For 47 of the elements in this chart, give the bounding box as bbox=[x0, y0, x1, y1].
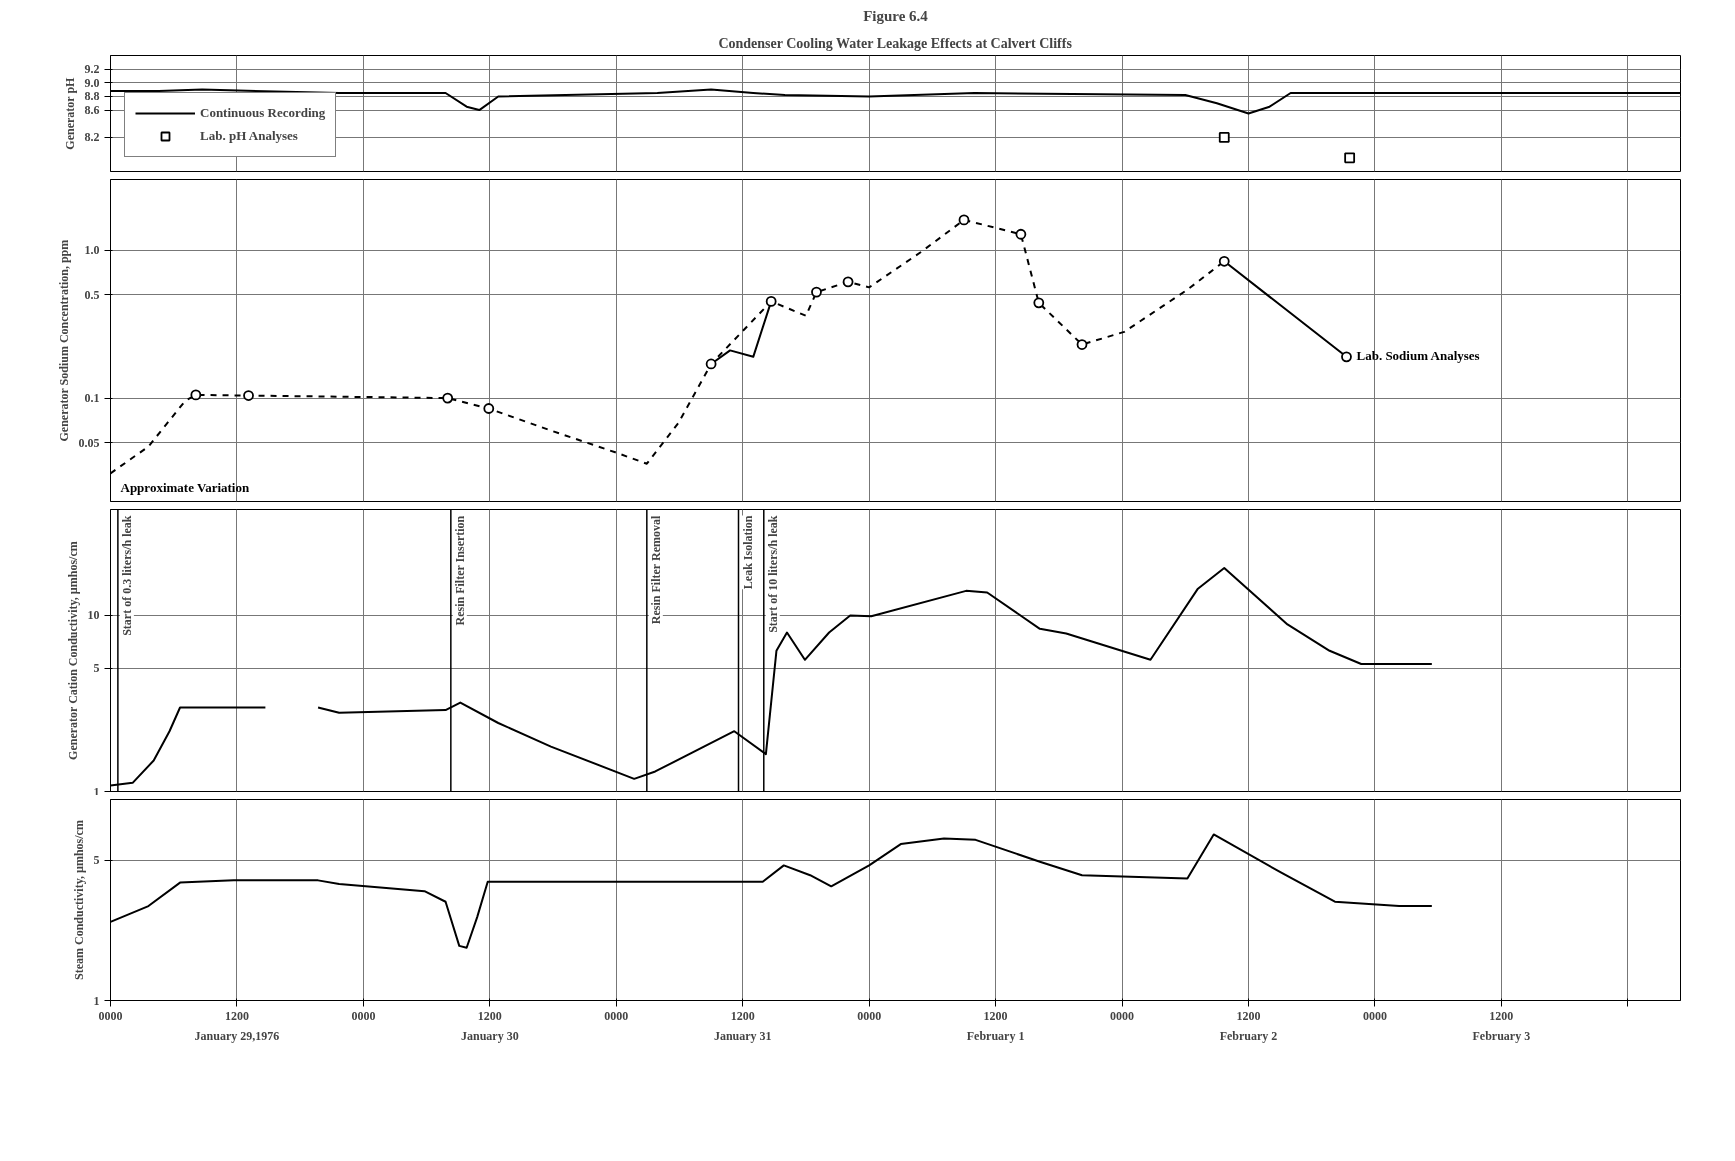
x-tick-label: 0000 bbox=[351, 1008, 376, 1023]
x-tick-label: 1200 bbox=[1236, 1008, 1261, 1023]
series-label: Lab. Sodium Analyses bbox=[1356, 347, 1480, 363]
ref-line-label: Resin Filter Removal bbox=[648, 515, 663, 625]
y-tick-label: 1 bbox=[93, 784, 100, 799]
y-axis-title: Generator Sodium Concentration, ppm bbox=[56, 239, 71, 442]
x-tick-label: 0000 bbox=[857, 1008, 882, 1023]
legend-label: Lab. pH Analyses bbox=[200, 128, 298, 144]
ref-line-label: Start of 10 liters/h leak bbox=[765, 515, 780, 633]
y-tick-label: 1.0 bbox=[84, 243, 100, 258]
x-tick-label: 0000 bbox=[1110, 1008, 1135, 1023]
y-axis-title: Steam Conductivity, µmhos/cm bbox=[71, 820, 86, 980]
x2-tick-label: February 2 bbox=[1219, 1028, 1278, 1043]
x-tick-label: 0000 bbox=[604, 1008, 629, 1023]
x-tick-label: 0000 bbox=[98, 1008, 123, 1023]
y-tick-label: 5 bbox=[93, 661, 100, 676]
x-tick-label: 1200 bbox=[1489, 1008, 1514, 1023]
y-tick-label: 0.5 bbox=[84, 287, 100, 302]
y-tick-label: 5 bbox=[93, 853, 100, 868]
y-tick-label: 8.2 bbox=[84, 130, 100, 145]
y-tick-label: 9.2 bbox=[84, 62, 100, 77]
y-axis-title: Generator Cation Conductivity, µmhos/cm bbox=[65, 541, 80, 760]
chart-title: Figure 6.4 bbox=[863, 7, 929, 24]
x-tick-label: 1200 bbox=[224, 1008, 249, 1023]
x2-tick-label: January 29,1976 bbox=[194, 1028, 280, 1043]
x-tick-label: 1200 bbox=[730, 1008, 755, 1023]
x-tick-label: 0000 bbox=[1362, 1008, 1387, 1023]
y-axis-title: Generator pH bbox=[62, 76, 77, 150]
y-tick-label: 9.0 bbox=[84, 75, 100, 90]
y-tick-label: 0.1 bbox=[84, 391, 100, 406]
x-tick-label: 1200 bbox=[983, 1008, 1008, 1023]
x2-tick-label: January 31 bbox=[713, 1028, 772, 1043]
ref-line-label: Start of 0.3 liters/h leak bbox=[119, 515, 134, 636]
series-label: Approximate Variation bbox=[120, 480, 250, 496]
y-tick-label: 0.05 bbox=[78, 435, 100, 450]
y-tick-label: 8.6 bbox=[84, 103, 100, 118]
y-tick-label: 10 bbox=[87, 608, 100, 623]
ref-line-label: Leak Isolation bbox=[740, 515, 755, 590]
legend-label: Continuous Recording bbox=[200, 105, 326, 121]
y-tick-label: 1 bbox=[93, 993, 100, 1008]
x2-tick-label: January 30 bbox=[460, 1028, 519, 1043]
x2-tick-label: February 1 bbox=[966, 1028, 1025, 1043]
ref-line-label: Resin Filter Insertion bbox=[452, 515, 467, 626]
x-tick-label: 1200 bbox=[477, 1008, 502, 1023]
x2-tick-label: February 3 bbox=[1472, 1028, 1531, 1043]
y-tick-label: 8.8 bbox=[84, 89, 100, 104]
chart-subtitle: Condenser Cooling Water Leakage Effects at Calvert Cliffs bbox=[718, 35, 1073, 51]
